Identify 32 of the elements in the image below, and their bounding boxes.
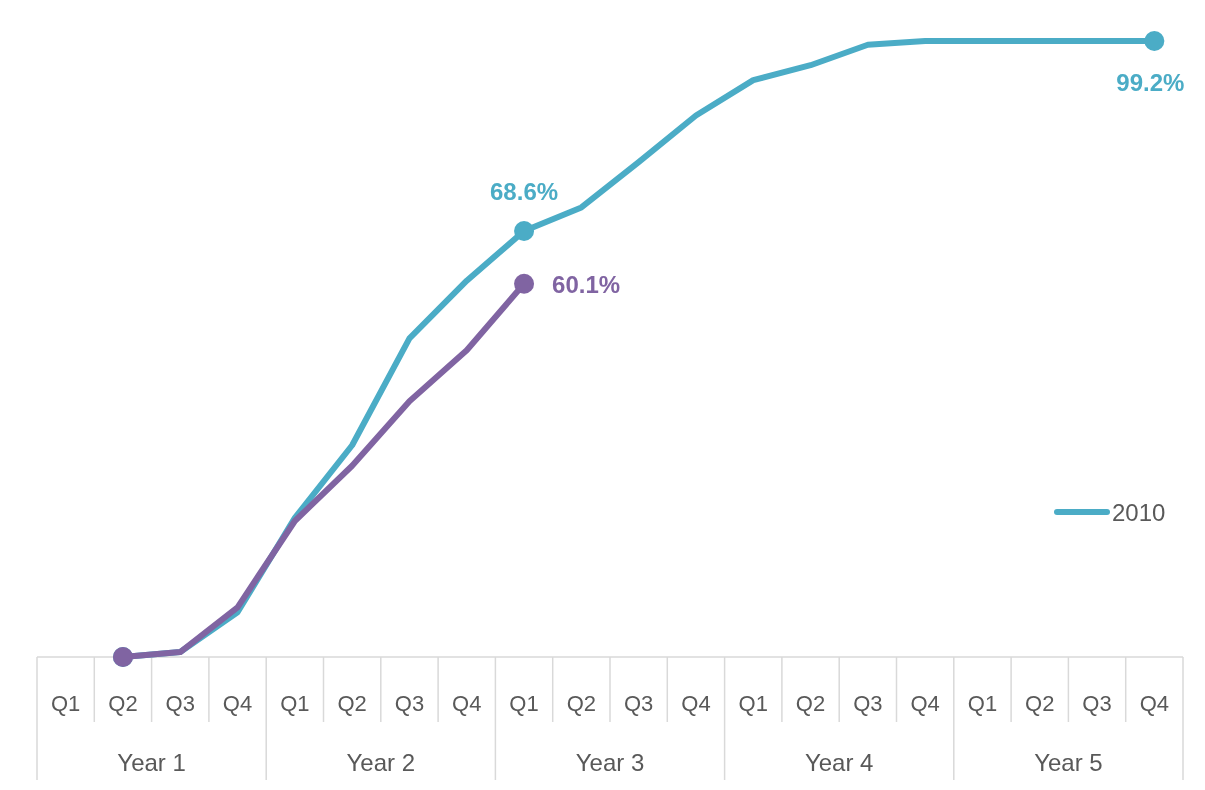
x-tick-label: Q4 [910,691,940,716]
point [1144,31,1165,51]
x-tick-label: Q3 [1082,691,1112,716]
x-tick-label: Q3 [853,691,883,716]
text: Year 2 [346,749,416,776]
x-tick-label: Q4 [452,691,482,716]
legend-label: 2010 [1112,499,1166,526]
x-tick-label: Q1 [967,691,998,716]
point [514,221,535,242]
x-tick-label: Q2 [337,691,367,716]
data-label: 99.2% [1116,69,1185,96]
x-tick-label: Q4 [222,691,253,716]
x-tick-label: Q3 [623,691,654,716]
x-tick-label: Q4 [1139,691,1170,716]
text: Year 4 [804,749,874,776]
text: Year 5 [1034,749,1103,776]
x-tick-label: Q3 [394,691,425,716]
x-tick-label: Q2 [566,691,597,716]
x-tick-label: Q1 [738,691,768,716]
x-tick-label: Q1 [50,691,81,716]
data-label: 60.1% [552,270,621,298]
x-tick-label: Q2 [108,691,138,716]
point [514,273,535,294]
data-label: 68.6% [490,178,559,206]
text: Year 1 [117,749,186,776]
x-tick-label: Q1 [280,691,310,716]
text: Year 3 [575,749,645,776]
x-tick-label: Q2 [1025,691,1055,716]
x-tick-label: Q3 [165,691,195,716]
x-tick-label: Q1 [509,691,539,716]
x-tick-label: Q2 [795,691,826,716]
x-tick-label: Q4 [681,691,711,716]
